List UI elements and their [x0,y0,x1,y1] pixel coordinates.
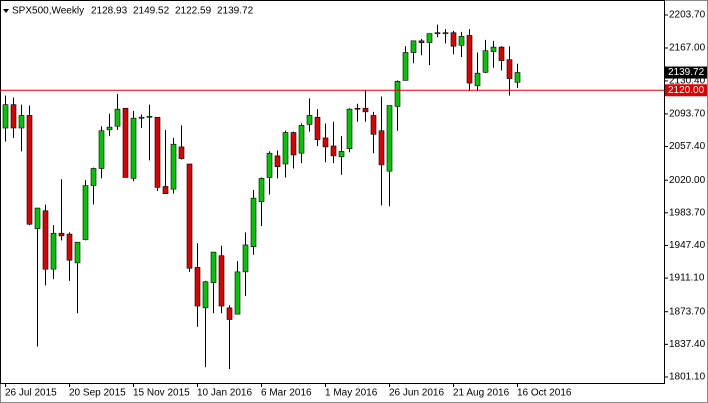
y-tick-label: 2020.00 [669,175,706,186]
candle-body [74,241,81,264]
candle-body [402,52,409,81]
candle-body [2,104,9,129]
candle-body [458,36,465,46]
candle-body [98,130,105,169]
candle-body [450,32,457,47]
y-tick-label: 1801.10 [669,372,706,383]
y-tick-label: 2057.40 [669,141,706,152]
candle-body [90,168,97,186]
candle-body [474,72,481,87]
candle-body [138,116,145,119]
candle-body [442,32,449,35]
header-high: 2149.52 [133,6,170,17]
candle-body [482,50,489,73]
candle-body [330,145,337,157]
chart-title: SPX500,Weekly [12,6,84,17]
x-tick-label: 1 May 2016 [325,388,378,399]
header-low: 2122.59 [175,6,212,17]
header-close: 2139.72 [217,6,254,17]
candle-body [386,105,393,172]
candle-body [226,307,233,320]
candle-body [130,117,137,179]
candle-body [298,125,305,154]
candle-body [434,32,441,35]
candle-body [506,59,513,79]
candle-body [514,72,521,83]
candle-body [58,232,65,237]
candle-body [490,46,497,52]
candle-body [82,185,89,240]
candle-body [274,155,281,167]
candle-body [410,40,417,53]
candle-body [170,143,177,190]
candle-body [362,107,369,113]
candle-body [322,137,329,148]
y-tick-label: 2093.70 [669,109,706,120]
x-tick-label: 26 Jul 2015 [5,388,57,399]
candle-body [186,163,193,269]
candle-body [346,108,353,150]
y-tick-label: 1947.40 [669,240,706,251]
candle-body [266,152,273,178]
candle-body [122,107,129,178]
candle-body [466,35,473,84]
y-tick-label: 1911.10 [669,273,705,284]
candle-body [106,126,113,131]
candle-body [66,233,73,261]
candle-body [418,40,425,43]
y-tick-label: 2203.70 [669,10,706,21]
candle-body [378,130,385,166]
x-tick-label: 21 Aug 2016 [453,388,510,399]
x-tick-label: 20 Sep 2015 [69,388,126,399]
candle-body [42,210,49,270]
candle-body [10,104,17,129]
candle-body [242,244,249,273]
y-tick-label: 1837.40 [669,339,706,350]
candle-body [18,115,25,129]
y-tick-label: 2167.00 [669,43,706,54]
y-tick-label: 2130.40 [669,76,706,87]
plot-frame [0,0,665,384]
x-tick-label: 10 Jan 2016 [197,388,252,399]
candle-body [26,115,33,225]
candle-body [34,207,41,230]
candle-body [314,116,321,141]
candle-body [154,116,161,188]
level-label: 2120.00 [668,85,705,96]
candle-body [218,255,225,307]
candle-body [498,46,505,61]
candle-body [354,107,361,110]
candle-body [250,197,257,248]
candle-body [282,132,289,165]
y-tick-label: 1873.70 [669,306,706,317]
candle-body [306,115,313,125]
price-label: 2139.72 [668,67,705,78]
candle-body [146,116,153,118]
x-tick-label: 15 Nov 2015 [133,388,190,399]
candle-body [258,178,265,203]
candle-body [338,151,345,158]
y-tick-label: 1983.70 [669,207,706,218]
candle-body [370,115,377,135]
candle-body [114,108,121,127]
x-tick-label: 16 Oct 2016 [517,388,572,399]
x-tick-label: 6 Mar 2016 [261,388,312,399]
candle-body [50,232,57,270]
candle-body [210,251,217,283]
header-open: 2128.93 [91,6,128,17]
candle-body [234,271,241,315]
candle-body [394,80,401,107]
candle-body [290,132,297,156]
x-tick-label: 26 Jun 2016 [389,388,444,399]
menu-arrow [3,9,9,13]
level-label-box [665,84,707,97]
candle-body [178,146,185,159]
candle-body [202,281,209,309]
candle-body [162,186,169,194]
price-label-box [665,66,707,79]
candle-body [194,267,201,307]
candle-body [426,33,433,43]
